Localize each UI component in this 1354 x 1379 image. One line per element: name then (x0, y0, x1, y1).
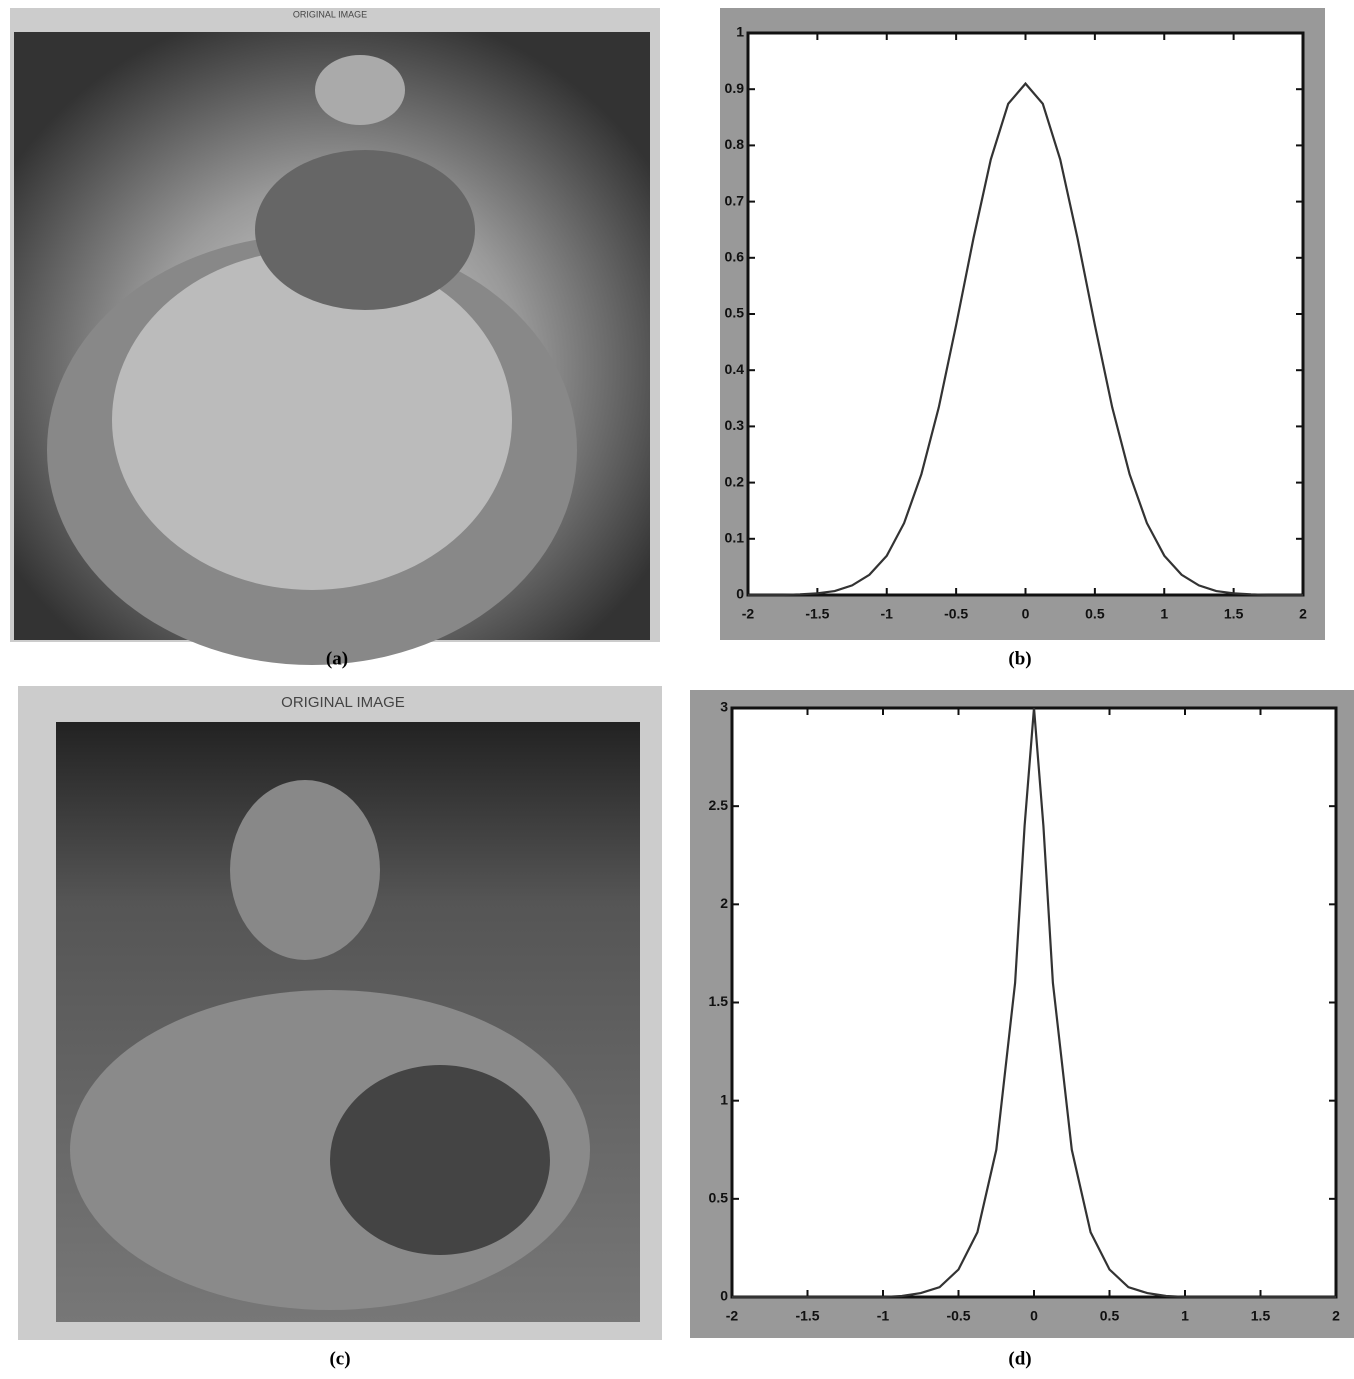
x-tick-label: 1.5 (1251, 1308, 1271, 1324)
caption: (b) (1008, 648, 1031, 669)
x-tick-label: -0.5 (944, 606, 968, 622)
y-tick-label: 0.5 (725, 305, 745, 321)
y-tick-label: 0.4 (725, 361, 745, 377)
x-tick-label: 2 (1332, 1308, 1340, 1324)
y-tick-label: 0.3 (725, 417, 745, 433)
x-tick-label: 1 (1160, 606, 1168, 622)
y-tick-label: 0.9 (725, 80, 745, 96)
y-tick-label: 1 (736, 24, 744, 40)
x-tick-label: 0.5 (1085, 606, 1105, 622)
x-tick-label: 2 (1299, 606, 1307, 622)
image-detail (230, 780, 380, 960)
x-tick-label: -2 (742, 606, 755, 622)
image-detail (330, 1065, 550, 1255)
y-tick-label: 0.2 (725, 473, 745, 489)
x-tick-label: -1 (881, 606, 894, 622)
y-tick-label: 0.1 (725, 530, 745, 546)
y-tick-label: 0.5 (709, 1190, 729, 1206)
x-tick-label: 1 (1181, 1308, 1189, 1324)
x-tick-label: 0 (1030, 1308, 1038, 1324)
x-tick-label: -0.5 (946, 1308, 970, 1324)
image-title: ORIGINAL IMAGE (293, 9, 367, 19)
y-tick-label: 2 (720, 895, 728, 911)
image-detail (255, 150, 475, 310)
plot-area (730, 706, 1338, 1299)
y-tick-label: 1 (720, 1091, 728, 1107)
y-tick-label: 0.7 (725, 192, 745, 208)
caption: (a) (326, 648, 348, 669)
y-tick-label: 0 (736, 586, 744, 602)
image-detail (315, 55, 405, 125)
x-tick-label: -2 (726, 1308, 739, 1324)
y-tick-label: 0.6 (725, 249, 745, 265)
y-tick-label: 1.5 (709, 993, 729, 1009)
image-detail (112, 250, 512, 590)
x-tick-label: 0 (1022, 606, 1030, 622)
y-tick-label: 0.8 (725, 136, 745, 152)
caption: (d) (1008, 1348, 1031, 1369)
line (748, 81, 1303, 597)
y-tick-label: 0 (720, 1288, 728, 1304)
line (732, 707, 1336, 1299)
y-tick-label: 3 (720, 699, 728, 715)
image-title: ORIGINAL IMAGE (281, 694, 405, 711)
x-tick-label: -1 (877, 1308, 890, 1324)
caption: (c) (329, 1348, 350, 1369)
x-tick-label: -1.5 (805, 606, 829, 622)
y-tick-label: 2.5 (709, 797, 729, 813)
x-tick-label: 0.5 (1100, 1308, 1120, 1324)
x-tick-label: 1.5 (1224, 606, 1244, 622)
plot-area (746, 31, 1305, 597)
x-tick-label: -1.5 (795, 1308, 819, 1324)
